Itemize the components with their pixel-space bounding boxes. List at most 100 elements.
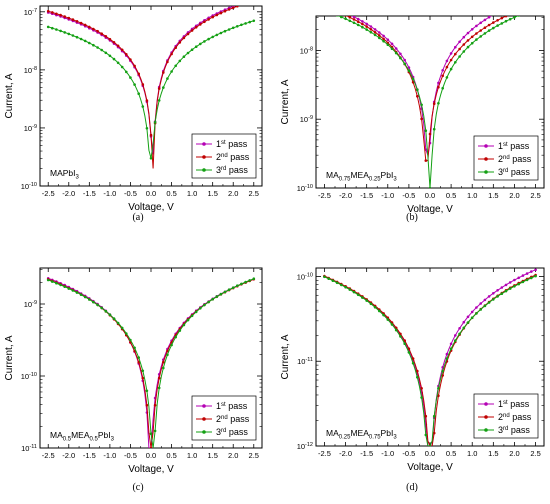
data-point (162, 71, 165, 74)
data-point (522, 8, 525, 11)
data-point (348, 19, 352, 23)
data-point (483, 26, 487, 30)
data-point (487, 16, 491, 19)
data-point (356, 23, 360, 27)
data-point (223, 290, 227, 294)
data-point (449, 52, 453, 55)
data-point (120, 48, 124, 52)
data-point (340, 283, 343, 287)
y-tick-label: 10-12 (297, 442, 313, 451)
x-tick-label: -0.5 (124, 451, 137, 460)
data-point (492, 292, 495, 295)
data-point (190, 29, 194, 32)
legend-entry: 3rd pass (498, 425, 530, 435)
data-point (492, 21, 495, 24)
series-3 (336, 8, 537, 188)
data-point (149, 446, 153, 448)
series-2 (344, 8, 525, 162)
legend-entry: 2nd pass (216, 152, 250, 162)
data-point (470, 35, 474, 39)
data-point (416, 88, 419, 91)
data-point (227, 28, 231, 31)
data-point (445, 357, 449, 360)
data-point (479, 29, 483, 32)
data-point (46, 9, 50, 13)
data-point (145, 127, 149, 130)
data-point (458, 327, 461, 330)
data-point (487, 23, 491, 27)
data-point (382, 34, 385, 38)
legend-entry: 2nd pass (498, 154, 532, 164)
data-point (373, 306, 377, 309)
data-point (487, 29, 491, 32)
data-point (416, 375, 419, 379)
data-point (141, 83, 145, 86)
x-tick-label: -2.0 (62, 451, 75, 460)
data-point (525, 272, 529, 275)
x-tick-label: 0.0 (146, 451, 156, 460)
data-point (449, 342, 453, 346)
legend-entry: 1st pass (498, 141, 530, 151)
data-point (186, 51, 190, 55)
x-tick-label: 1.0 (467, 191, 477, 200)
data-point (534, 8, 537, 11)
data-point (424, 433, 428, 437)
data-point (492, 26, 495, 30)
data-point (462, 326, 466, 330)
data-point (501, 9, 504, 12)
data-point (378, 309, 381, 313)
data-point (323, 275, 326, 279)
x-tick-label: -1.5 (83, 451, 96, 460)
data-point (190, 48, 194, 51)
legend-swatch-marker (484, 157, 488, 161)
data-point (88, 41, 91, 45)
y-axis-label: Current, A (4, 335, 15, 380)
data-point (361, 25, 364, 29)
data-point (71, 34, 75, 37)
legend-entry: 1st pass (216, 401, 248, 411)
data-point (108, 313, 112, 317)
data-point (403, 342, 407, 346)
data-point (365, 28, 369, 31)
data-point (166, 60, 169, 64)
data-point (517, 9, 520, 12)
data-point (199, 42, 202, 46)
data-point (178, 41, 182, 44)
data-point (55, 12, 58, 16)
x-tick-label: 2.0 (228, 189, 238, 198)
data-point (336, 8, 339, 11)
data-point (517, 1, 520, 4)
data-point (248, 1, 251, 4)
data-point (116, 61, 120, 65)
data-point (236, 284, 239, 288)
data-point (534, 274, 537, 278)
x-tick-label: -1.5 (360, 449, 373, 458)
data-point (100, 48, 103, 52)
data-point (525, 278, 529, 282)
data-point (428, 132, 432, 136)
x-tick-label: -2.5 (42, 189, 55, 198)
data-point (182, 55, 186, 58)
data-point (170, 343, 173, 347)
x-tick-label: 2.5 (249, 451, 259, 460)
data-point (500, 286, 504, 289)
data-point (75, 20, 79, 23)
data-point (432, 414, 436, 418)
data-point (227, 8, 231, 11)
data-point (407, 66, 411, 69)
data-point (240, 23, 243, 27)
data-point (361, 20, 364, 23)
legend-swatch-marker (202, 142, 206, 146)
x-tick-label: -2.0 (62, 189, 75, 198)
data-point (517, 16, 520, 17)
data-point (46, 25, 50, 29)
data-point (125, 53, 128, 56)
data-point (466, 321, 470, 324)
data-point (399, 52, 402, 56)
data-point (386, 43, 390, 46)
data-point (390, 47, 394, 50)
data-point (236, 6, 239, 8)
data-point (186, 32, 190, 36)
x-tick-label: 2.0 (509, 449, 519, 458)
data-point (125, 70, 128, 74)
